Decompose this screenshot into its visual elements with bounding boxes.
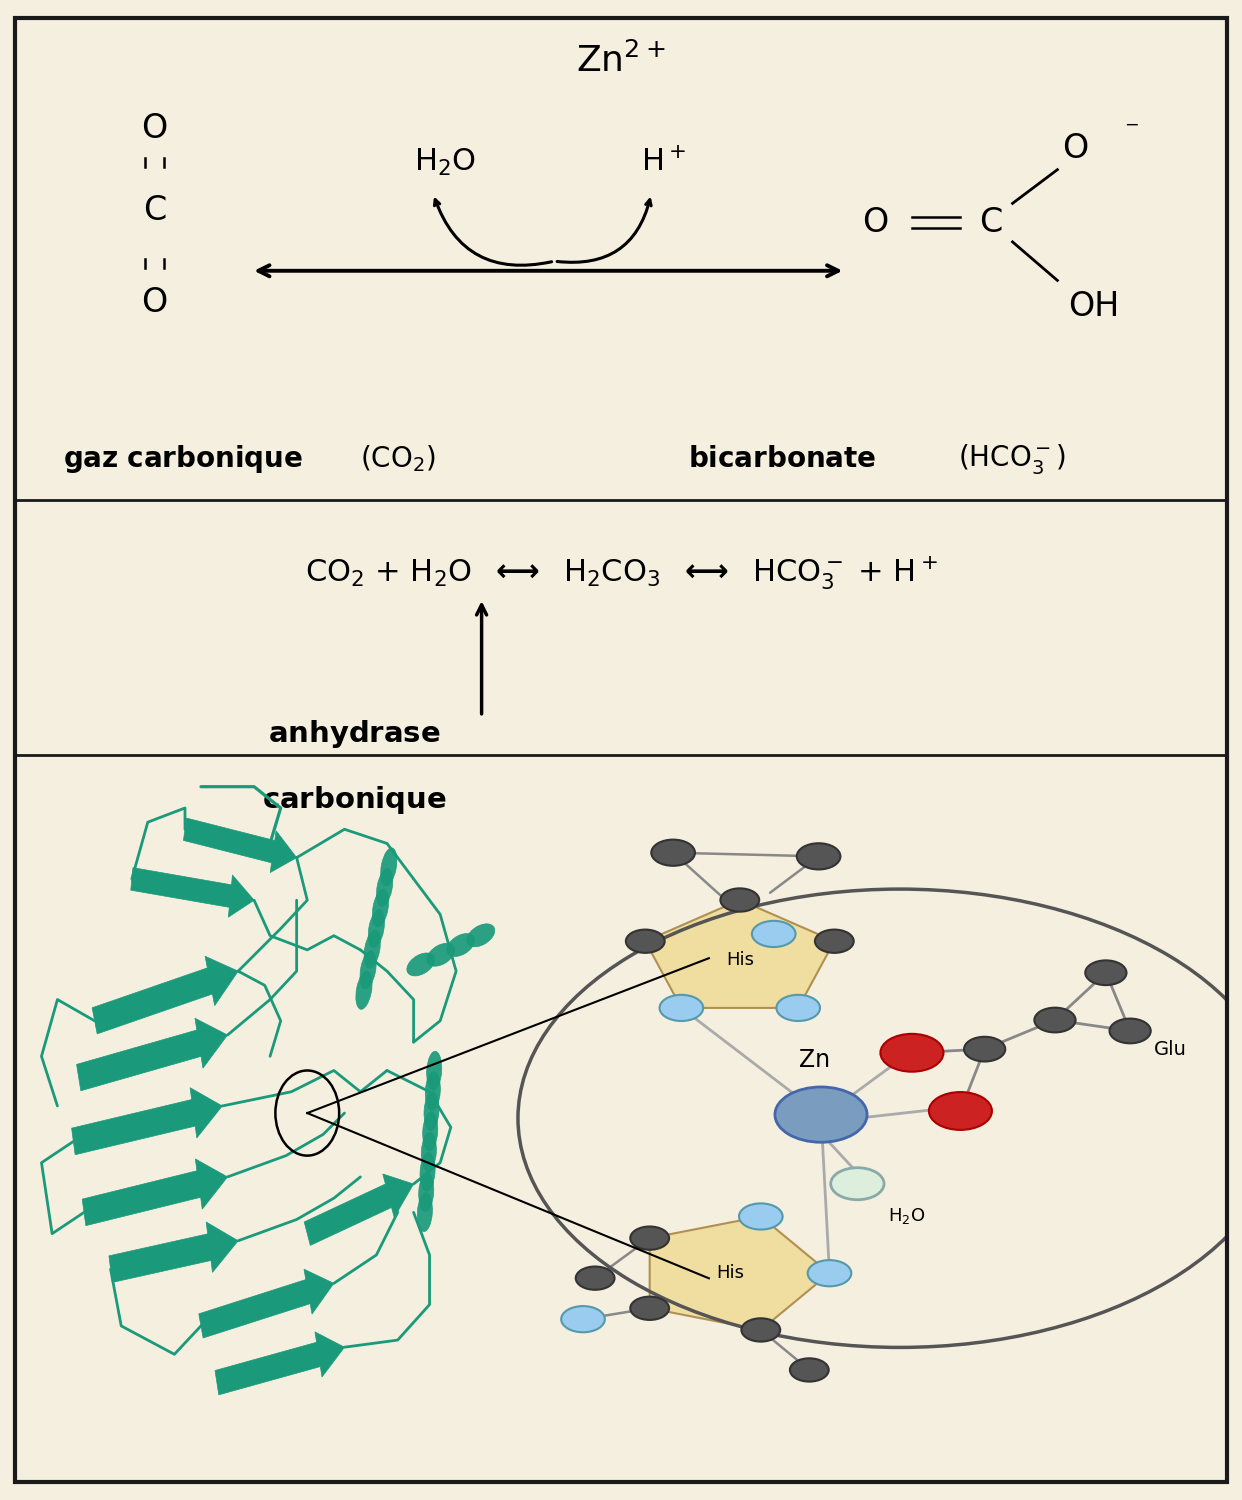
FancyArrow shape <box>215 1332 344 1395</box>
Ellipse shape <box>420 1152 435 1191</box>
Text: H$_2$O: H$_2$O <box>888 1206 925 1227</box>
Circle shape <box>576 1266 615 1290</box>
FancyArrow shape <box>77 1019 227 1090</box>
Text: O: O <box>1062 132 1089 165</box>
Ellipse shape <box>417 1192 432 1231</box>
Circle shape <box>776 994 820 1022</box>
Circle shape <box>775 1088 867 1143</box>
FancyArrow shape <box>199 1269 334 1338</box>
Ellipse shape <box>419 1173 433 1212</box>
Circle shape <box>929 1092 992 1130</box>
Circle shape <box>630 1227 669 1250</box>
Text: C: C <box>143 194 166 226</box>
Circle shape <box>1086 960 1126 986</box>
Text: $\mathbf{gaz\ carbonique}$: $\mathbf{gaz\ carbonique}$ <box>63 442 303 474</box>
Text: Zn: Zn <box>800 1048 831 1072</box>
Circle shape <box>797 843 841 870</box>
Text: $\mathbf{bicarbonate}$: $\mathbf{bicarbonate}$ <box>688 444 876 472</box>
FancyArrow shape <box>109 1222 238 1282</box>
Circle shape <box>660 994 703 1022</box>
Ellipse shape <box>368 909 385 948</box>
Ellipse shape <box>376 868 392 906</box>
Ellipse shape <box>407 952 435 976</box>
Circle shape <box>651 840 696 866</box>
Ellipse shape <box>364 930 380 968</box>
Circle shape <box>561 1306 605 1332</box>
Text: H$^+$: H$^+$ <box>641 148 686 177</box>
Circle shape <box>1035 1008 1076 1032</box>
Ellipse shape <box>356 970 373 1010</box>
Circle shape <box>630 1296 669 1320</box>
Circle shape <box>751 921 796 946</box>
Text: His: His <box>725 951 754 969</box>
Text: C: C <box>979 206 1002 238</box>
Text: Zn$^{2+}$: Zn$^{2+}$ <box>576 44 666 80</box>
Ellipse shape <box>380 847 397 886</box>
Circle shape <box>815 930 853 952</box>
Circle shape <box>790 1359 828 1382</box>
Polygon shape <box>646 900 835 1008</box>
Circle shape <box>739 1203 782 1230</box>
Text: (CO$_2$): (CO$_2$) <box>360 442 436 474</box>
Text: His: His <box>717 1264 744 1282</box>
Ellipse shape <box>422 1112 437 1150</box>
Text: $^-$: $^-$ <box>1120 118 1139 142</box>
Ellipse shape <box>424 1092 438 1131</box>
Text: $\mathbf{carbonique}$: $\mathbf{carbonique}$ <box>262 784 447 816</box>
Circle shape <box>831 1167 884 1200</box>
FancyArrow shape <box>184 818 297 873</box>
Circle shape <box>720 888 759 912</box>
Text: Glu: Glu <box>1154 1040 1187 1059</box>
Circle shape <box>626 930 664 952</box>
Text: O: O <box>142 285 168 318</box>
Ellipse shape <box>427 1052 442 1090</box>
FancyArrow shape <box>72 1088 222 1155</box>
Text: (HCO$_3^-$): (HCO$_3^-$) <box>958 441 1066 476</box>
Ellipse shape <box>373 890 389 927</box>
Circle shape <box>881 1034 944 1071</box>
Ellipse shape <box>467 924 494 946</box>
FancyArrow shape <box>304 1174 414 1245</box>
Ellipse shape <box>427 944 455 966</box>
Text: OH: OH <box>1068 291 1119 324</box>
FancyArrow shape <box>92 956 238 1034</box>
Circle shape <box>1109 1019 1151 1044</box>
Circle shape <box>741 1318 780 1341</box>
Circle shape <box>964 1036 1005 1062</box>
Ellipse shape <box>447 933 474 957</box>
Ellipse shape <box>425 1071 441 1110</box>
FancyArrow shape <box>82 1160 227 1226</box>
FancyArrow shape <box>130 867 255 916</box>
Text: CO$_2$ + H$_2$O $\;\boldsymbol{\longleftrightarrow}\;$ H$_2$CO$_3$ $\;\boldsymbo: CO$_2$ + H$_2$O $\;\boldsymbol{\longleft… <box>304 554 938 592</box>
Ellipse shape <box>360 951 376 988</box>
Text: O: O <box>142 112 168 146</box>
Ellipse shape <box>421 1132 436 1172</box>
Text: H$_2$O: H$_2$O <box>415 147 476 178</box>
Circle shape <box>807 1260 851 1287</box>
Text: O: O <box>862 206 889 238</box>
Polygon shape <box>650 1216 830 1330</box>
Text: $\mathbf{anhydrase}$: $\mathbf{anhydrase}$ <box>268 718 441 750</box>
